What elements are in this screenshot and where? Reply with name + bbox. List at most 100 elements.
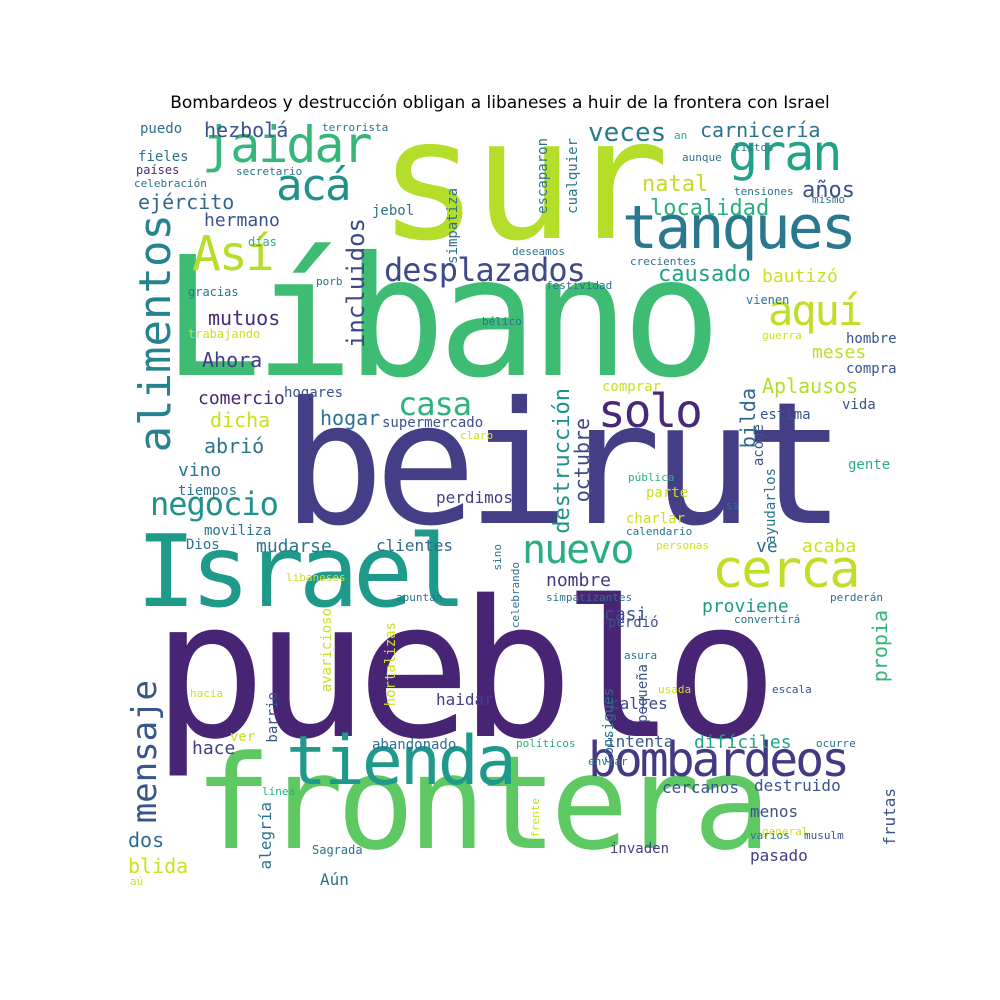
word: tanques	[622, 193, 857, 263]
word: veces	[588, 118, 667, 148]
word: línea	[262, 785, 296, 798]
word: hortalizas	[383, 622, 399, 707]
word: porb	[316, 275, 343, 288]
word: musulm	[804, 829, 844, 842]
word: alimentos	[130, 214, 181, 453]
word: general	[762, 825, 809, 838]
word: frente	[529, 798, 542, 838]
word: casa	[398, 385, 472, 423]
word: calendario	[626, 525, 693, 538]
word: carnicería	[700, 118, 821, 142]
word: hogar	[320, 406, 381, 430]
word: convertirá	[734, 613, 801, 626]
word: desplazados	[384, 251, 586, 289]
word: Dios	[186, 537, 220, 553]
word: frutas	[880, 788, 898, 846]
word: trabajando	[188, 327, 261, 341]
word: festividad	[546, 279, 613, 292]
word: moviliza	[204, 523, 272, 539]
chart-title: Bombardeos y destrucción obligan a liban…	[170, 93, 830, 113]
word: aquí	[768, 286, 863, 335]
word: pequeña	[635, 664, 651, 724]
word: claro	[460, 429, 494, 442]
word: enviar	[588, 755, 628, 768]
word: hace	[192, 738, 236, 759]
word: supermercado	[382, 415, 484, 431]
word: escaparon	[535, 138, 551, 214]
word: ayudarlos	[763, 468, 779, 544]
word: personas	[656, 539, 709, 552]
word: intenta	[606, 732, 674, 751]
word: menos	[750, 802, 799, 821]
word: deseamos	[512, 245, 565, 258]
word: aunque	[682, 151, 722, 164]
word: terrorista	[322, 121, 389, 134]
word: tienda	[286, 722, 517, 801]
word-cloud: sur Líbano beirut pueblo Israel frontera…	[126, 118, 898, 890]
word: si	[726, 499, 740, 512]
word: acá	[276, 160, 351, 211]
word: octubre	[570, 418, 594, 503]
word: secretario	[236, 165, 303, 178]
word: Así	[192, 226, 275, 282]
word: perderán	[830, 591, 883, 604]
word: apuntan	[396, 591, 443, 604]
word: blida	[128, 854, 189, 878]
word: cualquier	[565, 138, 581, 214]
word: alegría	[256, 802, 275, 870]
word: mudarse	[256, 536, 332, 557]
word: guerra	[762, 329, 802, 342]
word: crecientes	[630, 255, 697, 268]
word: aú	[130, 875, 144, 888]
word: negocio	[150, 485, 279, 523]
word: libaneses	[286, 571, 346, 584]
word: ver	[230, 729, 256, 745]
word: perdimos	[436, 488, 514, 507]
word: incluidos	[342, 218, 370, 349]
word: puedo	[140, 121, 183, 137]
word: ve	[756, 536, 778, 557]
word: invaden	[610, 841, 670, 857]
word: Líbano	[162, 222, 722, 415]
word: Aún	[320, 870, 349, 889]
word: vino	[178, 460, 222, 481]
word: vienen	[746, 293, 790, 307]
word: bélico	[482, 315, 522, 328]
word: cerca	[712, 540, 861, 600]
word: proviene	[702, 596, 789, 617]
word: días	[248, 235, 277, 249]
word: parte	[646, 485, 689, 501]
word: jebol	[372, 203, 415, 219]
word: acoge	[751, 424, 767, 467]
word: Ahora	[202, 348, 263, 372]
word: países	[136, 163, 180, 177]
word: ejército	[138, 190, 235, 214]
word: charlar	[626, 511, 686, 527]
word: vida	[842, 397, 876, 413]
word: solo	[598, 384, 703, 438]
word: dos	[128, 828, 165, 852]
word: nuevo	[522, 527, 634, 573]
word: bautizó	[762, 266, 838, 287]
word: varios	[750, 829, 790, 842]
word: compras	[846, 361, 898, 377]
word: haidar	[436, 690, 494, 709]
word: casi	[604, 604, 648, 625]
word: Israel	[136, 513, 467, 630]
word: hermano	[204, 210, 280, 231]
word: pública	[628, 471, 675, 484]
word: perdió	[608, 615, 659, 631]
word: frontera	[194, 727, 771, 879]
word: difíciles	[694, 732, 792, 753]
word: localidad	[650, 196, 770, 221]
word: sino	[491, 544, 504, 571]
word: comprar	[602, 379, 662, 395]
word: tiempos	[178, 483, 238, 499]
word: pasado	[750, 846, 808, 865]
word: bombardeos	[588, 732, 850, 788]
word: gracias	[188, 285, 239, 299]
word: an	[674, 129, 688, 142]
word: propia	[868, 610, 892, 683]
word: simpatiza	[445, 188, 461, 264]
word: Aplausos	[762, 374, 859, 398]
